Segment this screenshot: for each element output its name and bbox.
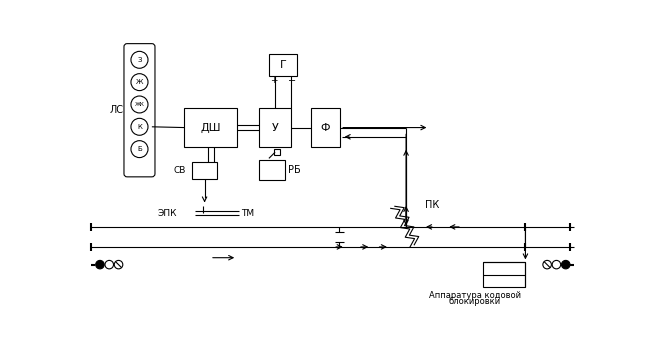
- Circle shape: [562, 260, 570, 269]
- Bar: [311, 108, 340, 147]
- Text: +: +: [270, 76, 277, 85]
- Text: Г: Г: [279, 60, 286, 70]
- Circle shape: [105, 260, 114, 269]
- Text: ТМ: ТМ: [241, 209, 254, 218]
- Text: Аппаратура кодовой: Аппаратура кодовой: [429, 291, 521, 300]
- Text: К: К: [137, 124, 142, 130]
- Text: −: −: [288, 76, 296, 86]
- Text: Б: Б: [137, 146, 142, 152]
- Bar: [269, 54, 297, 76]
- Text: Ф: Ф: [321, 123, 330, 132]
- Circle shape: [131, 96, 148, 113]
- Text: ЭПК: ЭПК: [157, 209, 177, 218]
- Circle shape: [131, 51, 148, 68]
- Circle shape: [552, 260, 560, 269]
- Text: ДШ: ДШ: [200, 123, 221, 132]
- FancyBboxPatch shape: [124, 44, 155, 177]
- Text: З: З: [137, 57, 142, 63]
- Text: ЛС: ЛС: [109, 105, 124, 115]
- Bar: [259, 160, 285, 180]
- Text: РБ: РБ: [288, 165, 301, 175]
- Bar: [483, 262, 526, 287]
- Text: блокировки: блокировки: [449, 297, 501, 306]
- Circle shape: [131, 118, 148, 135]
- Circle shape: [114, 260, 123, 269]
- Text: ЖК: ЖК: [135, 102, 145, 107]
- Text: Ж: Ж: [136, 79, 143, 85]
- Circle shape: [96, 260, 104, 269]
- Circle shape: [543, 260, 551, 269]
- Bar: [273, 149, 280, 154]
- Text: ПК: ПК: [426, 199, 440, 210]
- Bar: [193, 162, 217, 179]
- Circle shape: [131, 141, 148, 158]
- Bar: [185, 108, 237, 147]
- Bar: [259, 108, 291, 147]
- Circle shape: [131, 74, 148, 91]
- Text: У: У: [272, 123, 279, 132]
- Text: СВ: СВ: [173, 166, 186, 175]
